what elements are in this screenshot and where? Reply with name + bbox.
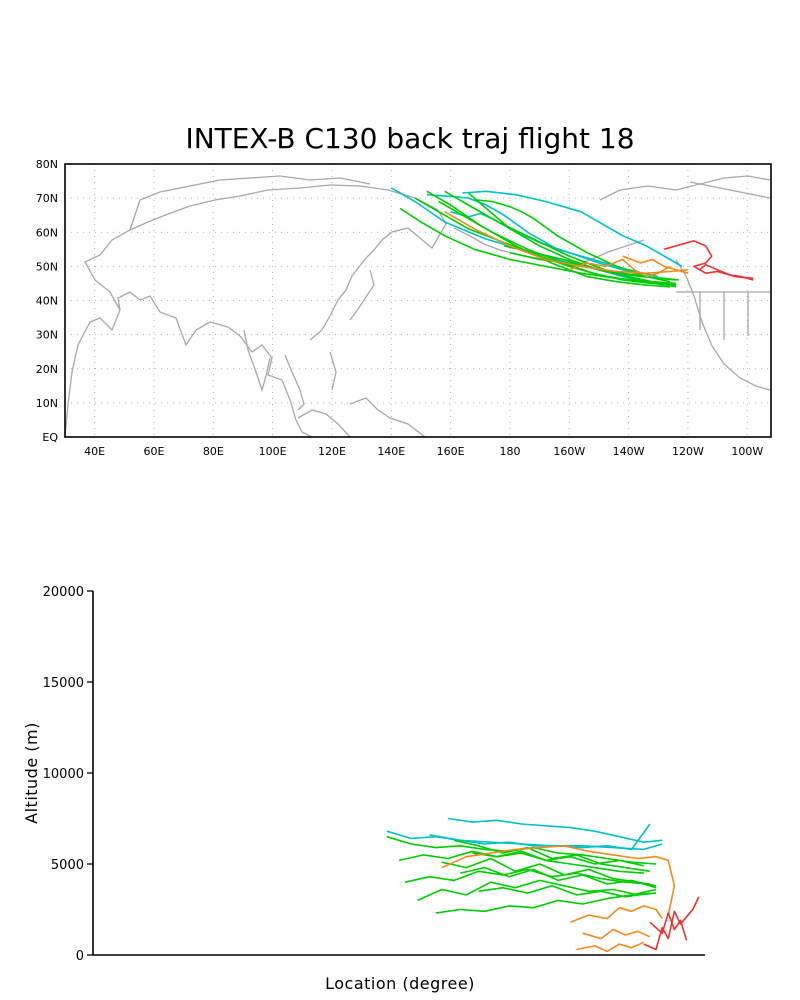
map-x-tick-label: 160E xyxy=(437,445,465,458)
altitude-y-tick-label: 0 xyxy=(76,949,84,964)
map-x-tick-label: 180 xyxy=(499,445,520,458)
map-trajectory-green xyxy=(509,251,680,281)
altitude-trajectory-green xyxy=(398,850,644,874)
altitude-y-tick-label: 10000 xyxy=(43,767,84,782)
altitude-x-label: Location (degree) xyxy=(325,974,475,993)
altitude-trajectory-orange xyxy=(441,845,676,916)
altitude-trajectory-green xyxy=(460,866,657,889)
map-x-tick-label: 100W xyxy=(731,445,763,458)
map-x-tick-labels: 40E 60E 80E 100E 120E 140E 160E 180 160W 140W 120W… xyxy=(84,445,763,458)
map-trajectory-layer xyxy=(390,187,754,288)
map-y-tick-label: 20N xyxy=(36,363,58,376)
map-trajectory-orange xyxy=(622,255,689,274)
map-x-tick-label: 60E xyxy=(144,445,165,458)
map-trajectory-cyan xyxy=(462,190,683,268)
map-y-tick-labels: EQ 10N 20N 30N 40N 50N 60N 70N 80N xyxy=(36,158,59,444)
map-y-tick-label: 10N xyxy=(36,397,58,410)
map-x-tick-label: 100E xyxy=(259,445,287,458)
altitude-trajectory-orange xyxy=(570,905,663,923)
altitude-y-tick-label: 5000 xyxy=(51,858,84,873)
altitude-trajectory-red xyxy=(649,912,688,941)
altitude-trajectory-layer xyxy=(386,817,700,953)
map-trajectory-red xyxy=(699,263,754,281)
altitude-trajectory-green xyxy=(453,839,651,873)
altitude-y-tick-label: 20000 xyxy=(43,585,84,600)
map-x-tick-label: 40E xyxy=(84,445,105,458)
map-x-tick-label: 120E xyxy=(318,445,346,458)
map-y-tick-label: 70N xyxy=(36,192,58,205)
altitude-trajectory-green xyxy=(386,835,657,865)
map-trajectory-green xyxy=(426,190,671,288)
map-gridlines xyxy=(65,164,771,437)
map-frame xyxy=(64,163,772,438)
map-x-tick-label: 140W xyxy=(613,445,645,458)
map-y-tick-label: EQ xyxy=(42,431,58,444)
map-trajectory-orange xyxy=(444,211,688,274)
altitude-y-tick-labels: 0 5000 10000 15000 20000 xyxy=(43,585,93,964)
altitude-trajectory-green xyxy=(472,850,644,867)
map-y-tick-label: 30N xyxy=(36,329,58,342)
altitude-y-tick-label: 15000 xyxy=(43,676,84,691)
altitude-trajectory-red xyxy=(643,896,700,951)
map-trajectory-green xyxy=(399,207,677,285)
altitude-trajectory-green xyxy=(435,888,657,914)
map-trajectory-red xyxy=(663,240,754,280)
altitude-trajectory-green xyxy=(441,857,657,887)
altitude-trajectory-orange xyxy=(582,928,651,940)
map-trajectory-green xyxy=(474,199,671,283)
altitude-trajectory-green xyxy=(417,879,657,902)
map-y-tick-label: 80N xyxy=(36,158,58,171)
map-y-tick-label: 60N xyxy=(36,226,58,239)
map-x-tick-label: 80E xyxy=(203,445,224,458)
altitude-y-label: Altitude (m) xyxy=(22,722,41,824)
map-x-tick-label: 120W xyxy=(672,445,704,458)
map-y-tick-label: 50N xyxy=(36,260,58,273)
map-x-tick-label: 140E xyxy=(377,445,405,458)
altitude-trajectory-cyan xyxy=(447,817,663,843)
altitude-trajectory-green xyxy=(404,868,650,885)
map-y-tick-label: 40N xyxy=(36,295,58,308)
map-title: INTEX-B C130 back traj flight 18 xyxy=(185,122,634,155)
altitude-trajectory-green xyxy=(478,885,651,898)
altitude-trajectory-orange xyxy=(576,941,645,953)
map-coastlines xyxy=(65,175,771,437)
map-trajectory-cyan xyxy=(450,211,665,281)
map-trajectory-orange xyxy=(569,258,671,278)
altitude-trajectory-cyan xyxy=(429,834,663,851)
map-trajectory-green xyxy=(467,192,671,286)
map-x-tick-label: 160W xyxy=(553,445,585,458)
